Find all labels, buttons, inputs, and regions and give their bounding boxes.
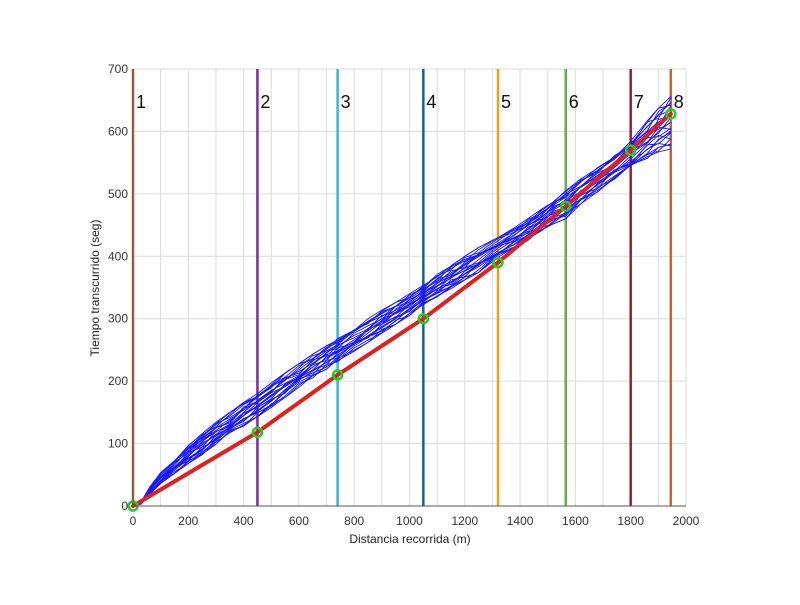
trajectory-line [132, 142, 671, 507]
x-tick-label: 200 [178, 514, 198, 528]
stage-label-5: 5 [501, 92, 511, 112]
trajectory-line [132, 138, 672, 507]
stage-label-7: 7 [634, 92, 644, 112]
tick-labels: 0 200 400 600 800 1000 1200 1400 1600 1800 2000010… [108, 62, 700, 528]
stage-label-4: 4 [426, 92, 436, 112]
trajectory-line [132, 148, 671, 507]
y-tick-label: 700 [108, 62, 128, 76]
y-tick-label: 500 [108, 187, 128, 201]
x-tick-label: 1400 [507, 514, 534, 528]
reference-point [331, 369, 344, 381]
y-axis-title: Tiempo transcurrido (seg) [88, 220, 102, 357]
stage-label-2: 2 [260, 92, 270, 112]
axes [132, 69, 686, 507]
trajectory-line [132, 114, 672, 507]
y-tick-label: 300 [108, 312, 128, 326]
reference-point [624, 144, 637, 156]
x-tick-label: 600 [289, 514, 309, 528]
reference-point [665, 108, 677, 120]
reference-point [251, 426, 264, 439]
x-tick-label: 400 [234, 514, 254, 528]
stage-label-6: 6 [569, 92, 579, 112]
trajectory-line [132, 131, 672, 507]
trajectory-line [132, 96, 672, 507]
stage-label-3: 3 [341, 92, 351, 112]
reference-series-line [131, 111, 673, 508]
x-tick-label: 1000 [396, 514, 423, 528]
x-axis-title: Distancia recorrida (m) [349, 532, 470, 546]
y-tick-label: 600 [108, 124, 128, 138]
y-tick-label: 0 [121, 499, 128, 513]
stage-label-1: 1 [136, 92, 146, 112]
reference-point [417, 312, 430, 325]
trajectory-line [132, 102, 672, 507]
stage-label-8: 8 [674, 92, 684, 112]
trajectory-line [132, 122, 672, 507]
x-tick-label: 1200 [451, 514, 478, 528]
trajectory-line [132, 109, 671, 507]
y-tick-label: 100 [108, 437, 128, 451]
y-tick-label: 400 [108, 249, 128, 263]
reference-point [559, 200, 572, 213]
x-tick-label: 0 [130, 514, 137, 528]
trajectory-line [132, 143, 671, 507]
trajectory-bundle [132, 96, 672, 507]
y-tick-label: 200 [108, 374, 128, 388]
stage-labels: 1 2 3 4 5 6 7 8 [136, 92, 684, 112]
x-tick-label: 1800 [617, 514, 644, 528]
x-tick-label: 800 [344, 514, 364, 528]
reference-series [127, 108, 677, 512]
reference-point [492, 256, 504, 269]
trajectory-line [132, 144, 671, 507]
x-tick-label: 2000 [673, 514, 700, 528]
x-tick-label: 1600 [562, 514, 589, 528]
